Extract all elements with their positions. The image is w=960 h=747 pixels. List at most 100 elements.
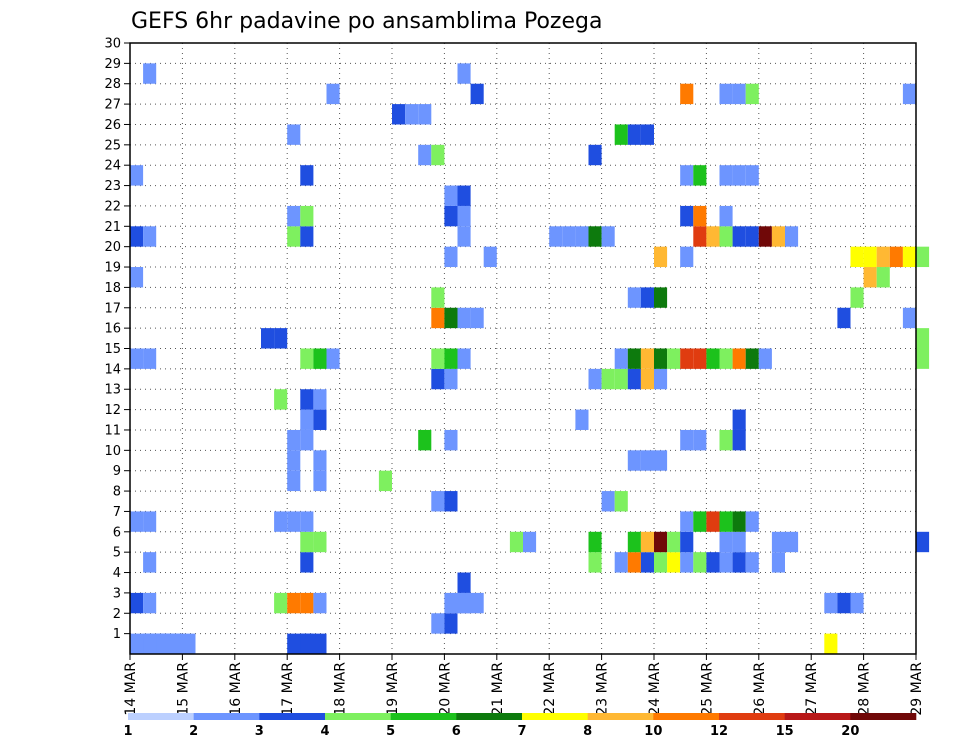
y-tick-label: 6 xyxy=(113,525,121,540)
heatmap-cell xyxy=(300,511,314,532)
y-tick-label: 7 xyxy=(113,505,121,520)
heatmap-cell xyxy=(654,552,668,573)
y-tick-label: 12 xyxy=(104,403,121,418)
heatmap-cell xyxy=(444,429,458,451)
colorbar-swatch xyxy=(522,713,588,720)
heatmap-cell xyxy=(719,205,733,227)
colorbar-label: 15 xyxy=(776,724,794,739)
y-tick-label: 13 xyxy=(104,383,121,398)
heatmap-cell xyxy=(130,165,144,186)
heatmap-cell xyxy=(287,470,301,492)
heatmap-cell xyxy=(916,246,930,268)
heatmap-cell xyxy=(850,287,864,308)
x-tick-label: 15 MAR xyxy=(175,662,191,716)
heatmap-cell xyxy=(287,429,301,451)
heatmap-cell xyxy=(130,592,144,614)
heatmap-cell xyxy=(916,348,930,369)
y-tick-label: 1 xyxy=(113,627,121,642)
heatmap-cell xyxy=(588,531,602,553)
heatmap-cell xyxy=(274,389,288,410)
colorbar-swatch xyxy=(259,713,326,720)
x-tick-label: 19 MAR xyxy=(385,662,401,716)
heatmap-cell xyxy=(627,531,641,553)
heatmap-cell xyxy=(274,328,288,349)
x-tick-label: 28 MAR xyxy=(857,662,873,716)
heatmap-cell xyxy=(313,450,327,471)
heatmap-cell xyxy=(470,307,484,329)
heatmap-cell xyxy=(667,531,681,553)
heatmap-cell xyxy=(745,226,759,247)
heatmap-cell xyxy=(693,552,707,573)
heatmap-cell xyxy=(758,226,772,247)
heatmap-cell xyxy=(732,511,746,532)
heatmap-cell xyxy=(627,450,641,471)
heatmap-cell xyxy=(274,511,288,532)
heatmap-cell xyxy=(614,491,628,512)
heatmap-cell xyxy=(640,287,654,308)
heatmap-cell xyxy=(300,429,314,451)
heatmap-cell xyxy=(287,124,301,145)
chart-title: GEFS 6hr padavine po ansamblima Pozega xyxy=(131,9,602,34)
heatmap-cell xyxy=(457,63,471,84)
heatmap-cell xyxy=(876,246,890,268)
colorbar-swatch xyxy=(193,713,260,720)
heatmap-cell xyxy=(719,226,733,247)
heatmap-cell xyxy=(457,226,471,247)
colorbar-swatch xyxy=(784,713,851,720)
heatmap-cell xyxy=(457,348,471,369)
y-tick-label: 24 xyxy=(104,159,121,174)
heatmap-cell xyxy=(732,226,746,247)
heatmap-cell xyxy=(418,144,432,166)
heatmap-cell xyxy=(444,307,458,329)
heatmap-cell xyxy=(614,368,628,390)
heatmap-cell xyxy=(627,552,641,573)
colorbar-label: 2 xyxy=(189,724,198,739)
colorbar-swatch xyxy=(390,713,457,720)
heatmap-cell xyxy=(627,124,641,145)
heatmap-cell xyxy=(693,165,707,186)
heatmap-cell xyxy=(745,511,759,532)
heatmap-cell xyxy=(654,287,668,308)
heatmap-cell xyxy=(680,246,694,268)
heatmap-cell xyxy=(680,511,694,532)
heatmap-cell xyxy=(654,368,668,390)
heatmap-cell xyxy=(431,368,445,390)
colorbar-swatch xyxy=(456,713,523,720)
y-tick-label: 14 xyxy=(104,362,121,377)
heatmap-cell xyxy=(732,429,746,451)
x-tick-label: 22 MAR xyxy=(542,662,558,716)
colorbar-label: 5 xyxy=(386,724,395,739)
colorbar-label: 6 xyxy=(452,724,461,739)
heatmap-cells xyxy=(130,63,930,654)
grid-lines xyxy=(129,42,917,654)
heatmap-cell xyxy=(287,205,301,227)
heatmap-cell xyxy=(300,633,327,654)
heatmap-cell xyxy=(614,124,628,145)
heatmap-cell xyxy=(130,226,144,247)
colorbar-swatch xyxy=(587,713,654,720)
heatmap-cell xyxy=(719,531,733,553)
heatmap-cell xyxy=(300,592,314,614)
heatmap-cell xyxy=(313,531,327,553)
heatmap-cell xyxy=(680,429,694,451)
heatmap-cell xyxy=(732,165,746,186)
heatmap-cell xyxy=(444,246,458,268)
heatmap-cell xyxy=(640,552,654,573)
y-tick-label: 28 xyxy=(104,77,121,92)
heatmap-cell xyxy=(313,348,327,369)
x-tick-label: 21 MAR xyxy=(490,662,506,716)
heatmap-cell xyxy=(680,165,694,186)
x-tick-label: 26 MAR xyxy=(752,662,768,716)
heatmap-cell xyxy=(640,450,654,471)
heatmap-cell xyxy=(601,226,615,247)
heatmap-cell xyxy=(850,592,864,614)
x-tick-label: 25 MAR xyxy=(699,662,715,716)
heatmap-cell xyxy=(431,144,445,166)
heatmap-cell xyxy=(601,491,615,512)
heatmap-cell xyxy=(457,572,471,593)
y-tick-label: 10 xyxy=(104,444,121,459)
heatmap-cell xyxy=(916,328,930,349)
heatmap-cell xyxy=(601,368,615,390)
x-tick-label: 29 MAR xyxy=(909,662,925,716)
y-tick-label: 17 xyxy=(104,301,121,316)
